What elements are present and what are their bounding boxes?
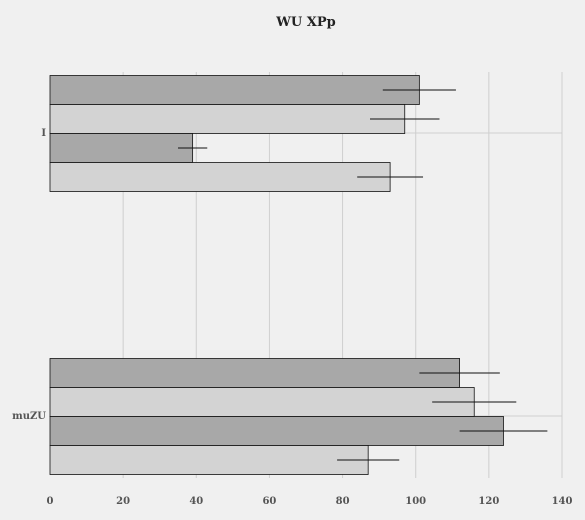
bar	[49, 133, 194, 163]
x-tick-label: 40	[189, 496, 203, 507]
bar	[49, 75, 420, 105]
category-label: I	[41, 128, 46, 139]
x-tick-label: 20	[116, 496, 130, 507]
bar	[49, 387, 475, 417]
error-bar-layer	[178, 89, 548, 461]
x-tick-label: 100	[405, 496, 426, 507]
bar	[49, 445, 369, 475]
x-tick-label: 80	[336, 496, 350, 507]
x-tick-layer: 0 20 40 60 80 100 120 140	[47, 496, 573, 507]
category-label: muZU	[12, 411, 46, 422]
x-tick-label: 120	[478, 496, 499, 507]
chart-title: WU XPp	[275, 15, 335, 30]
bar	[49, 358, 461, 388]
bar	[49, 162, 391, 192]
bar	[49, 416, 504, 446]
x-tick-label: 140	[552, 496, 573, 507]
bar	[49, 104, 406, 134]
bar-layer	[49, 75, 504, 475]
x-tick-label: 0	[47, 496, 54, 507]
x-tick-label: 60	[262, 496, 276, 507]
